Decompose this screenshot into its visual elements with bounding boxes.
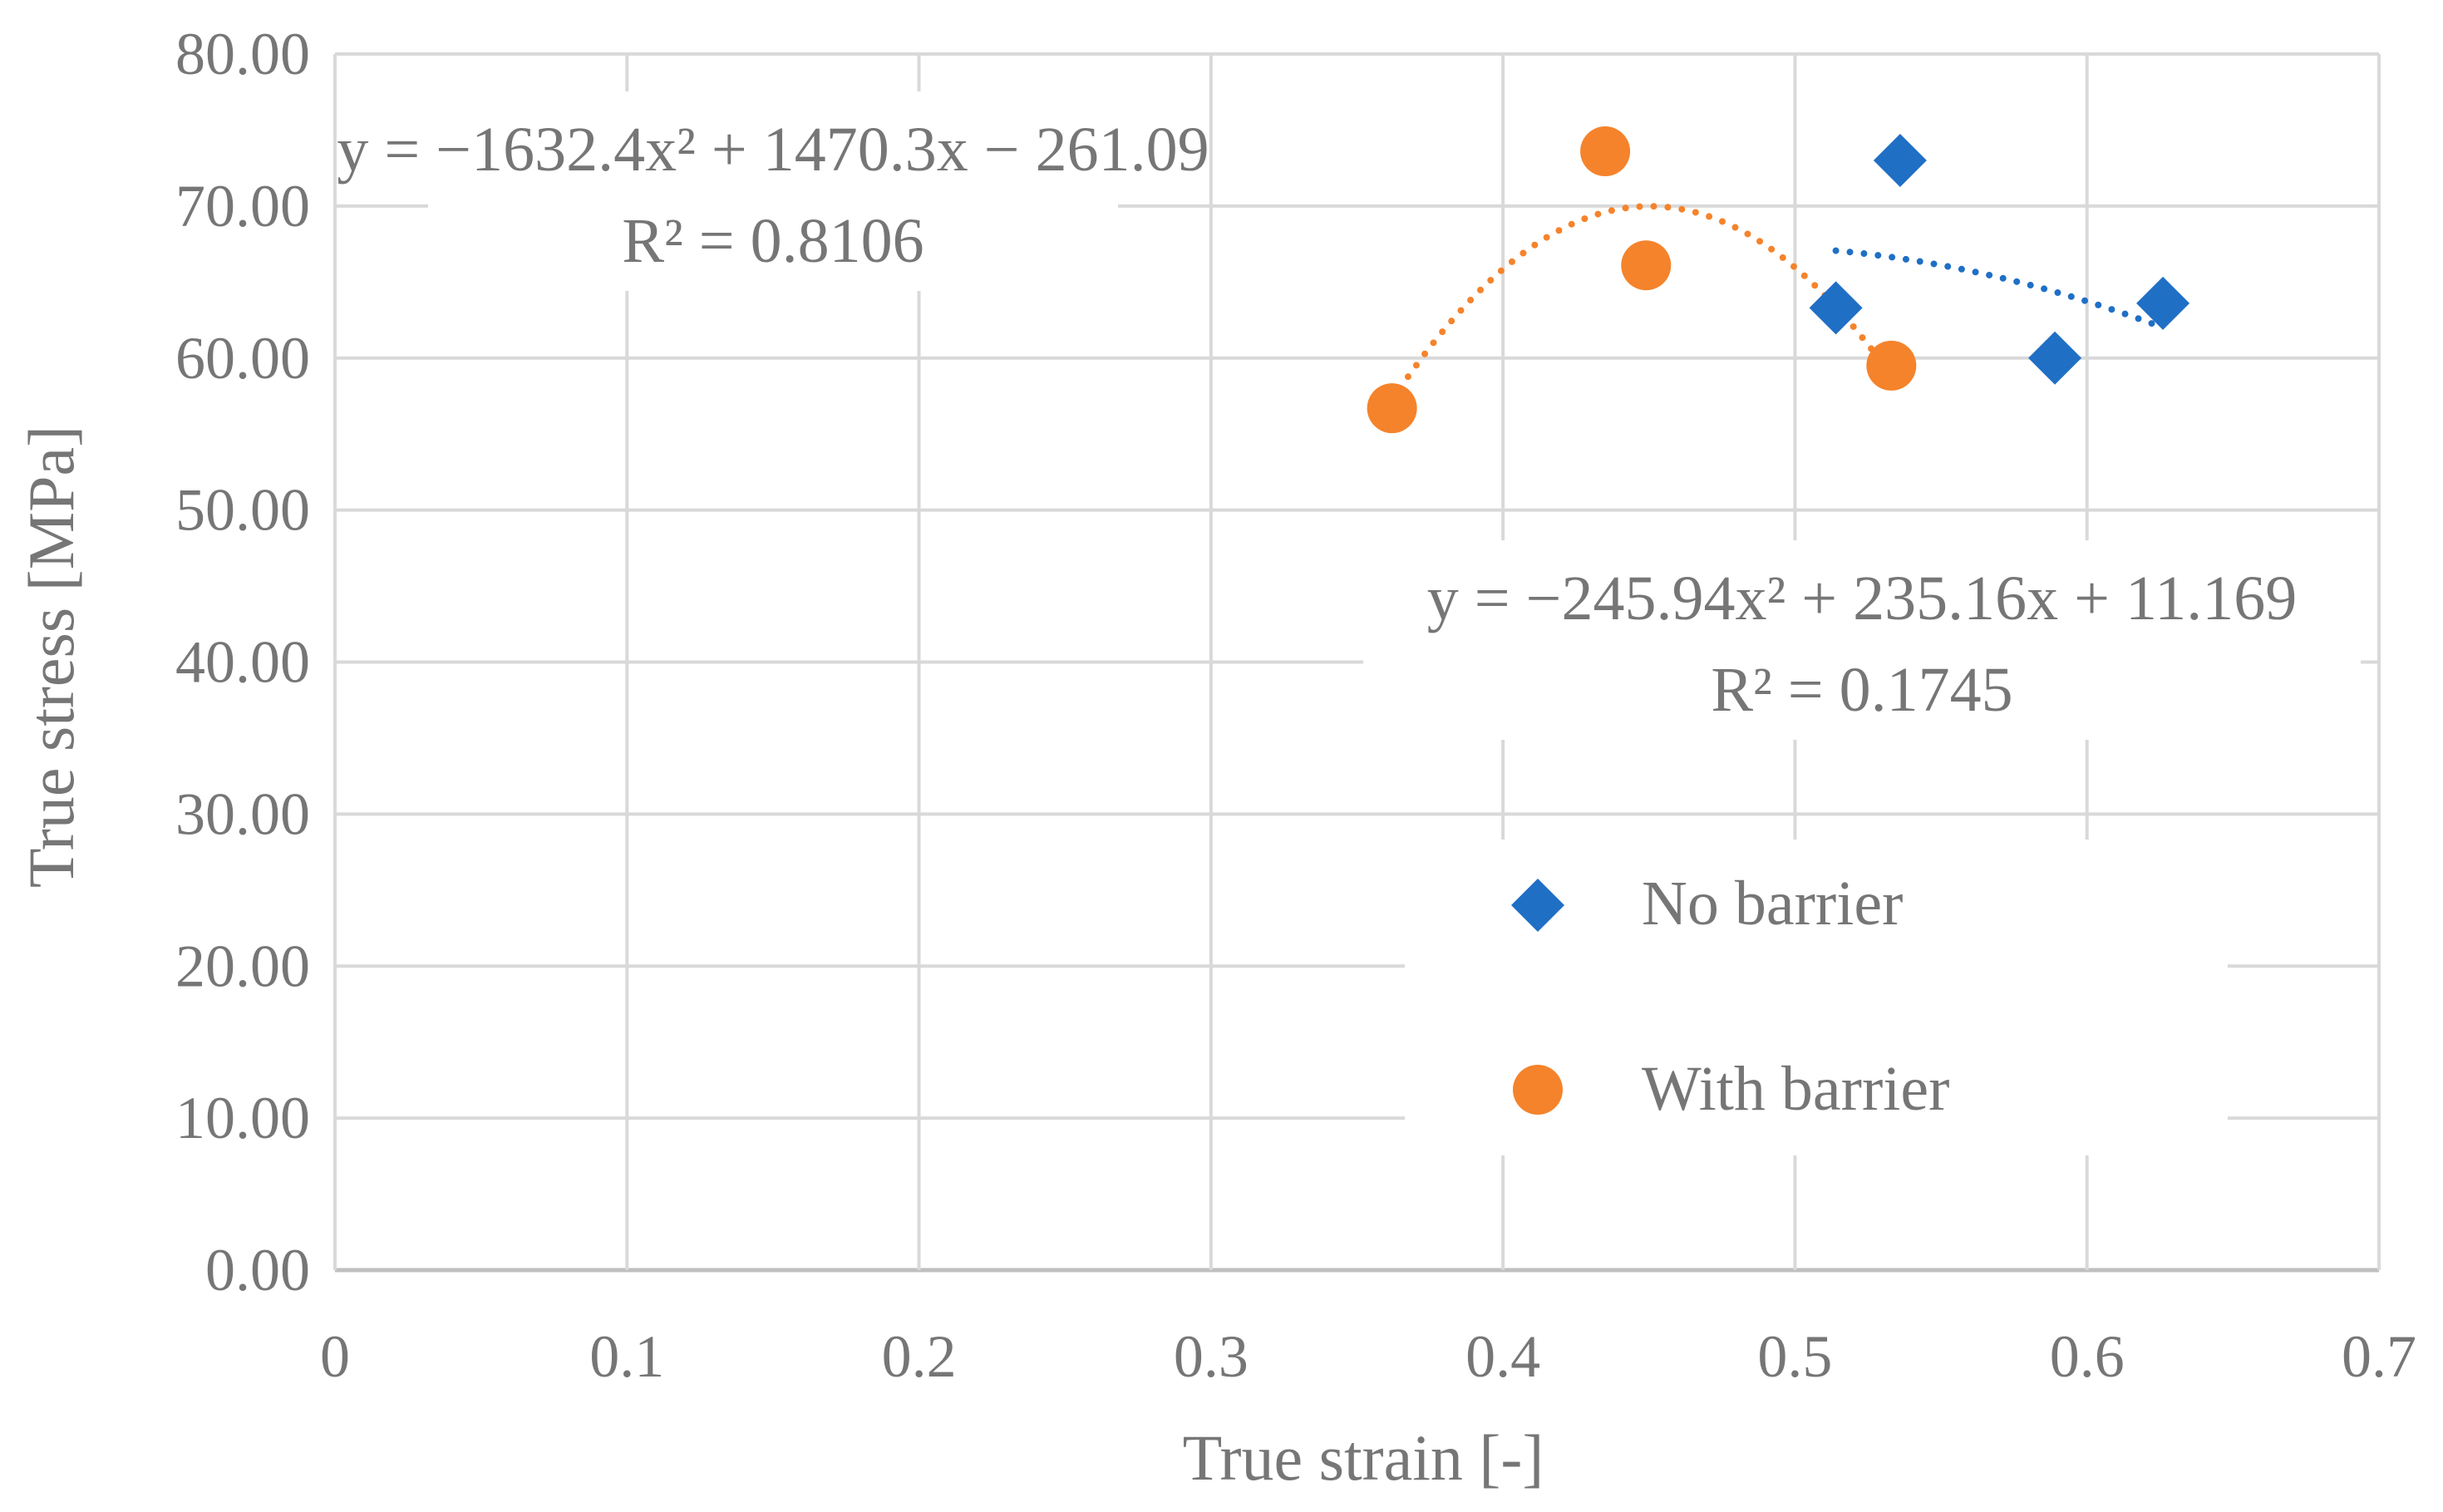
point-with-barrier [1367, 383, 1417, 434]
x-tick-label: 0.2 [882, 1323, 957, 1390]
data-points [1367, 126, 2190, 434]
point-no-barrier [1873, 134, 1927, 188]
x-tick-label: 0.3 [1174, 1323, 1249, 1390]
equation-label-with-barrier: y = −1632.4x² + 1470.3x − 261.09 R² = 0.… [337, 115, 1209, 276]
legend: No barrier With barrier [1405, 840, 2228, 1155]
r-squared-with-barrier: R² = 0.8106 [622, 206, 924, 276]
x-tick-label: 0.6 [2050, 1323, 2125, 1390]
legend-marker-circle-icon [1513, 1065, 1563, 1115]
equation-with-barrier: y = −1632.4x² + 1470.3x − 261.09 [337, 115, 1209, 185]
equation-label-backgrounds [428, 91, 2361, 740]
trendline-with-barrier [1388, 203, 1895, 404]
r-squared-no-barrier: R² = 0.1745 [1711, 655, 2012, 725]
trendline-no-barrier [1832, 247, 2166, 332]
y-tick-label: 80.00 [175, 21, 310, 87]
y-tick-label: 50.00 [175, 477, 310, 544]
trendlines [1388, 203, 2166, 404]
tick-labels: 0.00 10.00 20.00 30.00 40.00 50.00 60.00 70.00 8… [175, 21, 2416, 1390]
point-with-barrier [1866, 340, 1917, 391]
legend-label-no-barrier: No barrier [1642, 869, 1903, 938]
x-tick-label: 0.1 [589, 1323, 664, 1390]
point-no-barrier [1809, 281, 1863, 335]
equation-no-barrier: y = −245.94x² + 235.16x + 11.169 [1427, 564, 2297, 633]
y-axis-title: True stress [MPa] [15, 426, 87, 888]
point-no-barrier [2028, 331, 2082, 385]
y-tick-label: 10.00 [175, 1085, 310, 1151]
legend-item-with-barrier: With barrier [1513, 1054, 1949, 1124]
point-no-barrier [2136, 276, 2190, 330]
equation-bg-no-barrier [1363, 540, 2361, 740]
point-with-barrier [1580, 126, 1631, 177]
x-tick-label: 0.5 [1757, 1323, 1832, 1390]
y-tick-label: 30.00 [175, 781, 310, 847]
legend-marker-diamond-icon [1511, 879, 1564, 932]
y-tick-label: 40.00 [175, 629, 310, 696]
x-tick-label: 0 [320, 1323, 350, 1390]
point-with-barrier [1621, 240, 1672, 291]
x-axis-title: True strain [-] [1183, 1421, 1544, 1494]
y-tick-label: 0.00 [205, 1237, 310, 1303]
legend-label-with-barrier: With barrier [1642, 1054, 1949, 1124]
x-tick-label: 0.4 [1465, 1323, 1540, 1390]
y-tick-label: 20.00 [175, 933, 310, 999]
x-tick-label: 0.7 [2342, 1323, 2416, 1390]
equation-bg-with-barrier [428, 91, 1118, 291]
equation-label-no-barrier: y = −245.94x² + 235.16x + 11.169 R² = 0.… [1427, 564, 2297, 725]
y-tick-label: 60.00 [175, 325, 310, 392]
y-tick-label: 70.00 [175, 173, 310, 239]
legend-item-no-barrier: No barrier [1511, 869, 1903, 938]
